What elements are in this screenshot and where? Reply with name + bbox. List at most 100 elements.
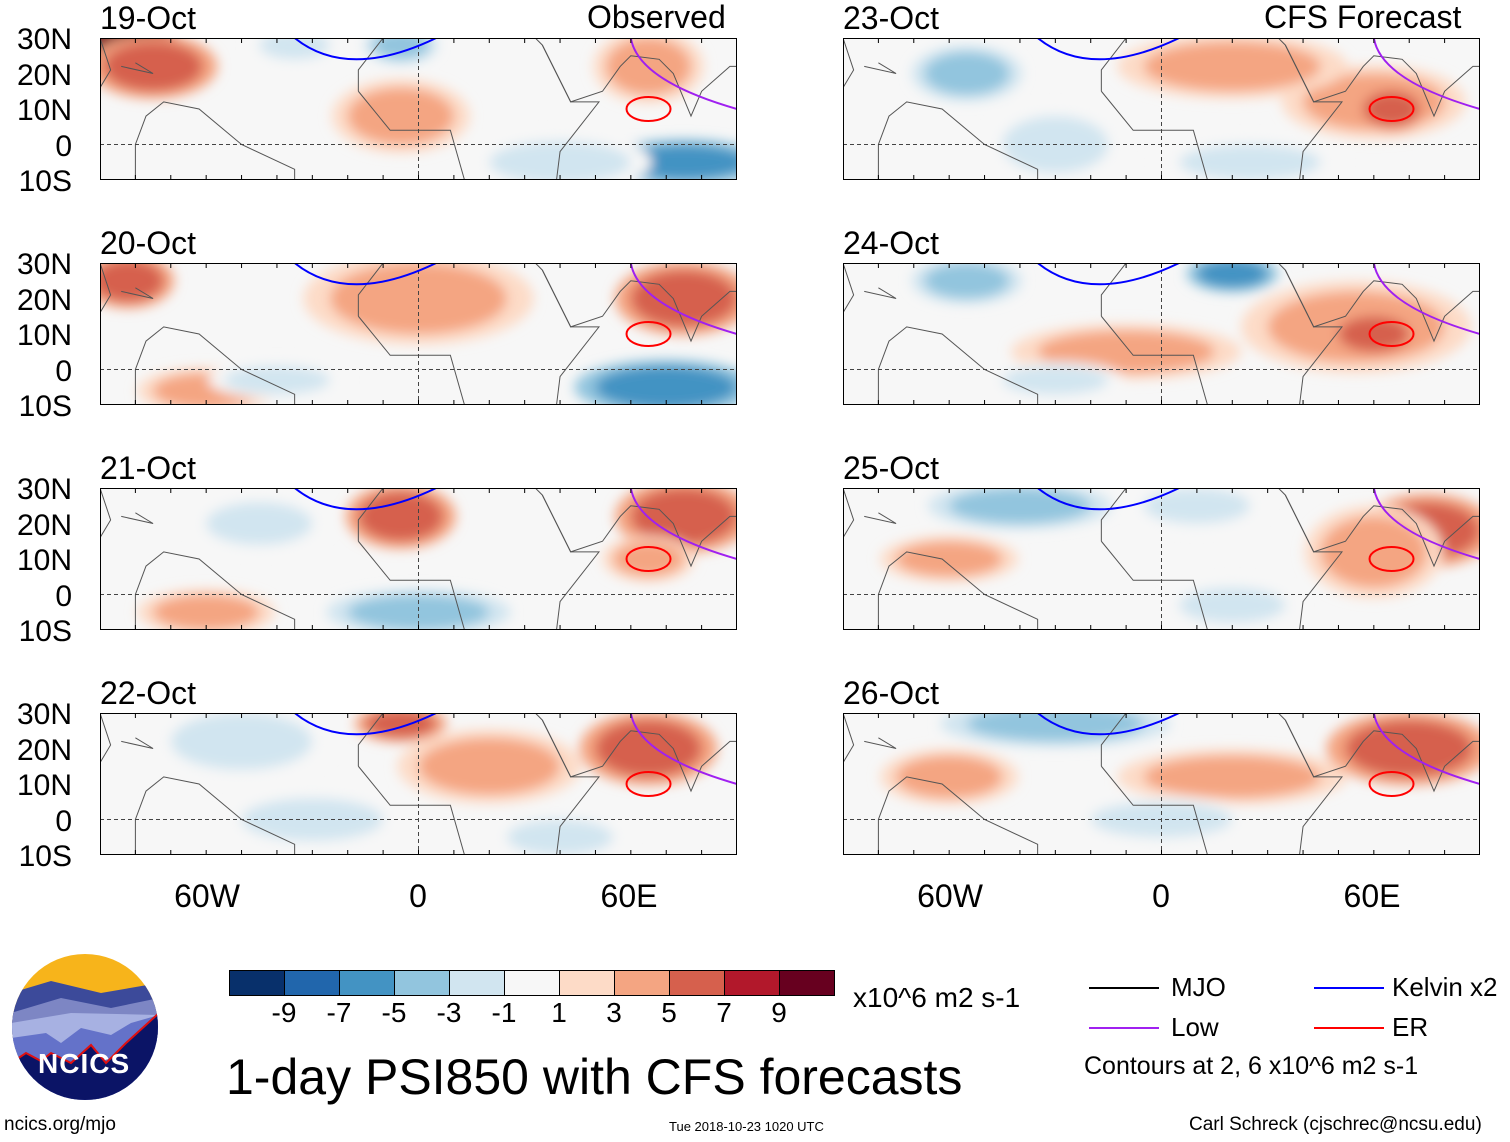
- panel-date: 22-Oct: [100, 675, 197, 711]
- coastline: [121, 737, 154, 749]
- colorbar-label: -1: [491, 997, 517, 1028]
- panel-date: 20-Oct: [100, 225, 197, 261]
- low-contour: [629, 263, 737, 335]
- legend-line-er: [1314, 1027, 1384, 1029]
- figure-title: 1-day PSI850 with CFS forecasts: [226, 1049, 963, 1105]
- coastline: [134, 101, 296, 180]
- colorbar-swatch: [450, 971, 505, 995]
- colorbar-label: -9: [271, 997, 297, 1028]
- colorbar-label: 3: [606, 997, 622, 1028]
- map-panel-24-Oct: 24-Oct: [843, 225, 1480, 405]
- map-plot: [843, 263, 1480, 405]
- timestamp: Tue 2018-10-23 1020 UTC: [669, 1119, 824, 1134]
- colorbar-swatch: [560, 971, 615, 995]
- coastline: [134, 776, 296, 855]
- coastline: [134, 326, 296, 405]
- legend-low: Low: [1171, 1012, 1219, 1042]
- anomaly-feature-core: [170, 713, 313, 770]
- coastline: [864, 737, 897, 749]
- anomaly-feature-core: [630, 270, 737, 327]
- panel-date: 19-Oct: [100, 0, 197, 36]
- anomaly-feature-core: [1179, 144, 1321, 180]
- colorbar: [229, 970, 835, 996]
- colorbar-swatch: [285, 971, 340, 995]
- er-contour: [1368, 321, 1415, 347]
- low-contour: [1372, 38, 1480, 110]
- lat-tick-label: 10N: [16, 769, 72, 802]
- er-contour: [625, 546, 672, 572]
- anomaly-feature-core: [1338, 316, 1410, 352]
- low-contour: [629, 713, 737, 785]
- er-contour: [625, 321, 672, 347]
- legend-er: ER: [1392, 1012, 1429, 1042]
- anomaly-feature-core: [613, 541, 684, 577]
- kelvin-contour: [294, 263, 437, 286]
- low-contour: [1372, 263, 1480, 335]
- ncics-logo: [12, 954, 158, 1100]
- coastline: [1284, 269, 1480, 343]
- map-panel-22-Oct: 22-Oct 30N 20N 10N 0 10S: [17, 675, 737, 873]
- legend-line-low: [1089, 1027, 1159, 1029]
- anomaly-feature-core: [223, 365, 331, 395]
- footer-left-link[interactable]: ncics.org/mjo: [4, 1114, 116, 1135]
- map-panel-20-Oct: 20-Oct 30N 20N 10N 0 10S: [17, 225, 737, 423]
- colorbar-swatch: [230, 971, 285, 995]
- coastline: [1100, 263, 1344, 405]
- anomaly-feature-core: [259, 38, 331, 60]
- low-contour: [1372, 713, 1480, 785]
- map-panel-25-Oct: 25-Oct: [843, 450, 1480, 630]
- low-contour: [1372, 488, 1480, 560]
- lat-tick-label: 20N: [16, 508, 72, 542]
- lon-tick-60w-right: 60W: [917, 878, 983, 914]
- kelvin-contour: [1037, 38, 1180, 61]
- anomaly-feature-core: [1002, 365, 1109, 395]
- anomaly-feature-core: [1196, 263, 1268, 288]
- map-plot: [100, 263, 737, 405]
- anomaly-feature-core: [103, 41, 203, 92]
- colorbar-swatch: [340, 971, 395, 995]
- anomaly-feature-core: [620, 144, 737, 180]
- coastline: [1284, 44, 1480, 118]
- anomaly-feature-core: [506, 819, 614, 855]
- anomaly-feature-core: [896, 755, 1003, 799]
- low-contour: [629, 38, 737, 110]
- map-plot: [843, 38, 1480, 180]
- panel-date: 26-Oct: [843, 675, 940, 711]
- lat-tick-label: 0: [55, 354, 72, 388]
- anomaly-feature-core: [924, 263, 1010, 299]
- coastline: [877, 776, 1039, 855]
- anomaly-feature-core: [1179, 587, 1286, 623]
- lat-tick-label: 10N: [16, 544, 72, 577]
- lon-tick-0: 0: [409, 878, 427, 914]
- coastline: [541, 269, 737, 343]
- anomaly-feature-core: [358, 491, 444, 542]
- map-plot: [100, 713, 737, 855]
- anomaly-feature-core: [347, 594, 490, 630]
- lat-tick-label: 10N: [16, 319, 72, 352]
- anomaly-feature-core: [595, 365, 737, 405]
- coastline: [541, 719, 737, 793]
- lon-tick-60e-right: 60E: [1343, 878, 1401, 914]
- coastline: [864, 62, 897, 74]
- legend-line-mjo: [1089, 987, 1159, 989]
- colorbar-swatch: [395, 971, 450, 995]
- coastline: [1100, 38, 1344, 180]
- anomaly-feature-core: [1143, 488, 1250, 524]
- er-contour: [625, 771, 672, 797]
- anomaly-feature-core: [418, 737, 561, 795]
- anomaly-feature-core: [1345, 720, 1473, 777]
- map-plot: [100, 488, 737, 630]
- low-contour: [629, 488, 737, 560]
- map-panel-19-Oct: 19-Oct 30N 20N 10N 0 10S: [17, 0, 737, 198]
- anomaly-feature-core: [100, 263, 164, 303]
- map-plot: [843, 488, 1480, 630]
- coastline: [541, 44, 737, 118]
- coastline: [1100, 488, 1344, 630]
- lat-tick-label: 20N: [16, 283, 72, 317]
- er-contour: [1368, 546, 1415, 572]
- lat-tick-label: 30N: [16, 248, 72, 281]
- lat-tick-label: 10S: [18, 165, 72, 198]
- coastline: [121, 62, 154, 74]
- anomaly-feature-core: [949, 488, 1091, 524]
- colorbar-swatch: [780, 971, 834, 995]
